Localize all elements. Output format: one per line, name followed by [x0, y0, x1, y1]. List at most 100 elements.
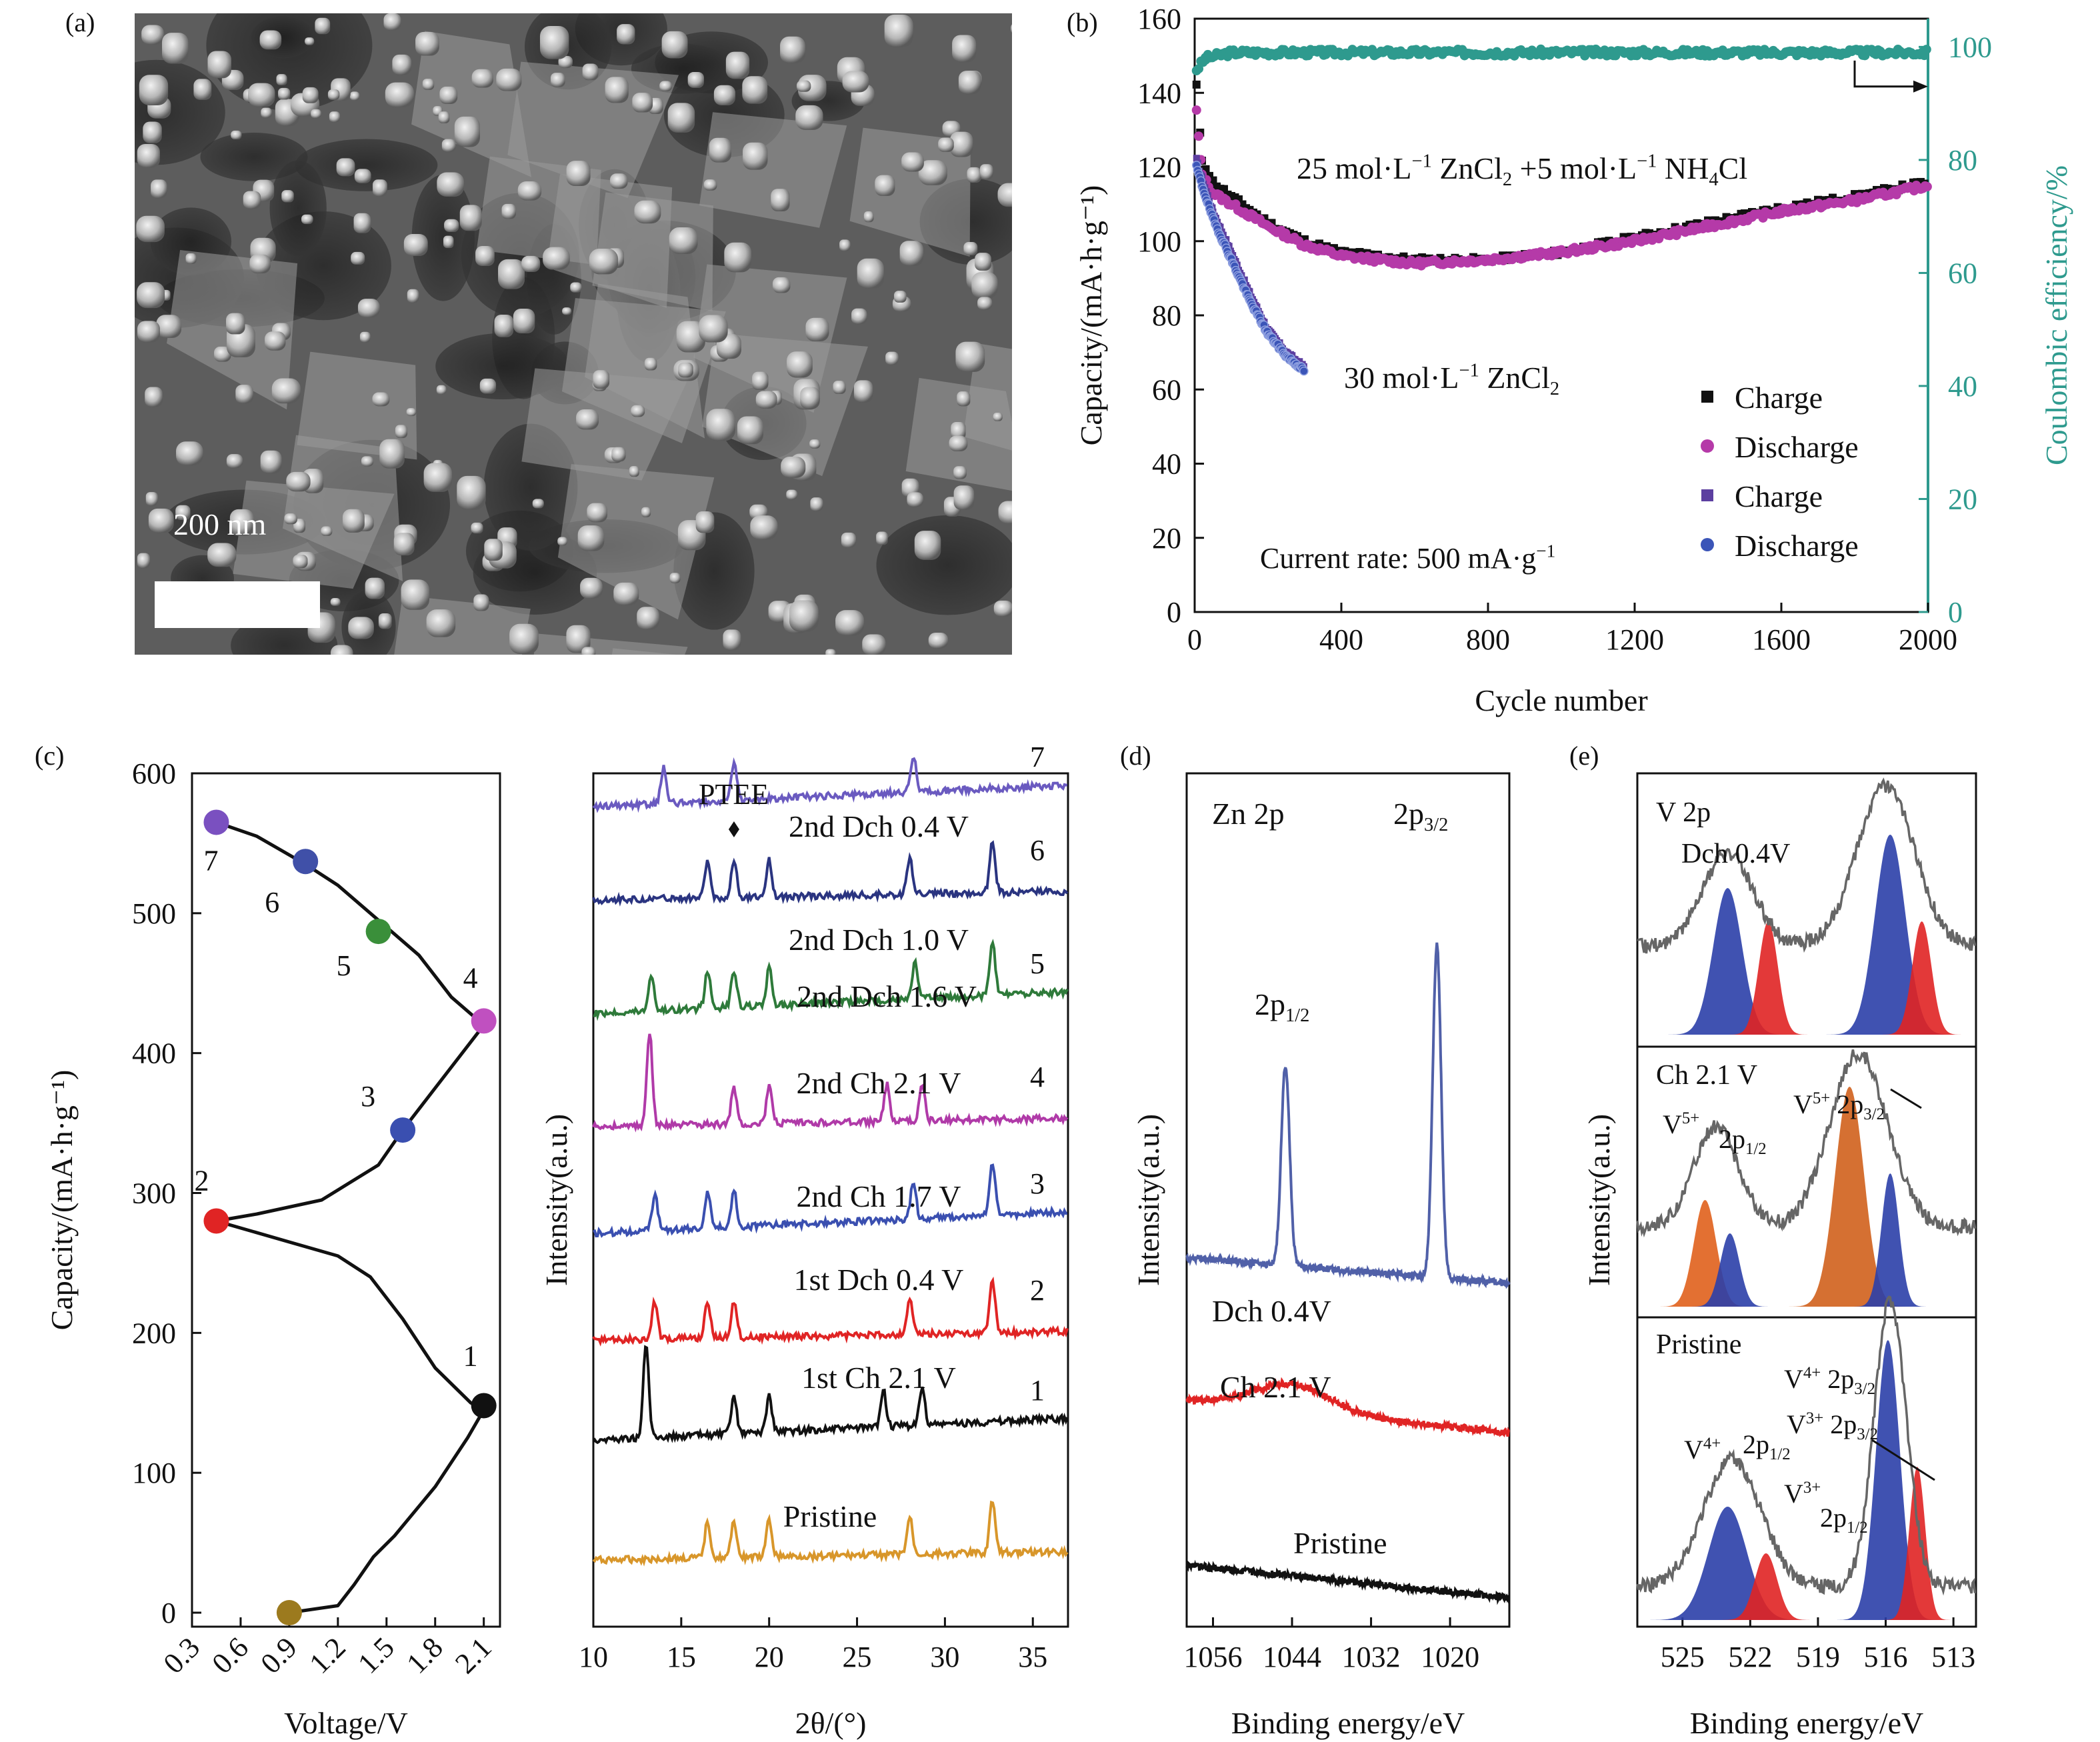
y-tick-label: 40: [1152, 448, 1181, 481]
fit-peak-orange: [1657, 1200, 1753, 1307]
trace-label-pristine: Pristine: [1293, 1526, 1387, 1560]
subpanel-peak-label-part-3: 1/2: [1847, 1519, 1868, 1537]
sem-shadow: [295, 139, 438, 191]
xrd-trace-number: 4: [1030, 1061, 1045, 1093]
plot-frame: [1185, 772, 1511, 1628]
y-tick-label: 0: [161, 1597, 176, 1629]
charge1-point: [1209, 176, 1217, 185]
sem-particle: [632, 93, 653, 113]
fit-peak-blue: [1667, 888, 1789, 1035]
electrolyte-2-label: 30 mol·L−1 ZnCl2: [1344, 361, 1559, 400]
x-tick-label: 1.5: [351, 1631, 401, 1680]
xps-raw-trace: [1637, 777, 1977, 954]
sem-particle: [137, 553, 150, 569]
sem-particle: [372, 179, 387, 197]
sem-particle: [539, 25, 569, 59]
sem-particle: [357, 299, 380, 318]
xrd-trace-number: 2: [1030, 1274, 1045, 1307]
plot-frame: [191, 772, 501, 1628]
sem-particle: [407, 289, 419, 303]
sem-particle: [805, 317, 829, 341]
x-axis-label-part-0: 2: [795, 1706, 811, 1740]
y-tick-label: 500: [132, 897, 176, 930]
sem-particle: [957, 391, 971, 407]
y-tick-label: 300: [132, 1177, 176, 1210]
sem-particle: [422, 79, 435, 90]
x-tick-label: 1200: [1605, 623, 1664, 656]
sem-particle: [863, 211, 874, 223]
x-tick-label: 525: [1661, 1641, 1705, 1673]
sem-particle: [558, 55, 573, 69]
subpanel-peak-label-part-0: V: [1784, 1364, 1803, 1394]
sem-particle: [589, 249, 619, 275]
state-point-label: 1: [463, 1339, 478, 1372]
sem-particle: [235, 385, 253, 404]
subpanel-peak-label-part-0: V: [1793, 1089, 1813, 1119]
sem-particle: [439, 86, 458, 104]
sem-particle: [248, 83, 275, 107]
panel-c-voltage-chart: 0 100 200 300 400 500 600 0.3 0.6 0.9 1.2 1.5 1.8 2.1…: [45, 757, 501, 1740]
xps-raw-trace: [1636, 1295, 1977, 1596]
sem-particle: [176, 441, 203, 466]
y-axis-label: Capacity/(mA·h·g⁻¹): [45, 1070, 79, 1331]
sem-particle: [695, 511, 715, 533]
sem-particle: [351, 251, 365, 265]
sem-particle: [841, 532, 857, 548]
sem-particle: [611, 447, 626, 462]
y-axis-label: Intensity(a.u.): [539, 1114, 573, 1286]
sem-particle: [949, 435, 968, 451]
sem-flake: [411, 31, 532, 177]
sem-particle: [581, 647, 596, 655]
sem-particle: [143, 121, 162, 143]
sem-particle: [137, 282, 165, 309]
x-tick-label: 0.3: [157, 1631, 207, 1680]
xrd-trace-label: 2nd Dch 1.0 V: [789, 923, 969, 957]
fit-peak-blue: [1825, 835, 1955, 1035]
sem-particle: [678, 362, 693, 378]
panel-d-xps-zn-chart: 1056 1044 1032 1020 Binding energy/eV Intensi…: [1131, 772, 1511, 1740]
x-axis-label-part-2: /(°): [825, 1706, 867, 1740]
x-tick-label: 1.2: [303, 1631, 352, 1680]
panel-c-xrd-chart: 10 15 20 25 30 352θ/(°)Intensity(a.u.)Pristin…: [539, 741, 1069, 1740]
sem-particle: [809, 439, 821, 449]
electrolyte-1-label-part-2: ZnCl: [1432, 151, 1503, 185]
peak-label-2p12-part-0: 2p: [1255, 987, 1285, 1021]
peak-label-2p32: 2p3/2: [1393, 797, 1448, 835]
sem-particle: [278, 87, 291, 100]
sem-particle: [723, 629, 741, 651]
x-axis-label: Voltage/V: [284, 1706, 408, 1740]
state-point: [276, 1600, 302, 1626]
x-axis-label: Cycle number: [1475, 683, 1647, 717]
sem-particle: [137, 143, 160, 168]
sem-particle: [265, 331, 286, 351]
sem-particle: [359, 331, 371, 343]
x-tick-label: 2000: [1899, 623, 1957, 656]
panel-label-a: (a): [65, 7, 95, 37]
legend: Charge Discharge Charge Discharge: [1701, 381, 1859, 563]
electrolyte-2-label-part-2: ZnCl: [1479, 361, 1550, 395]
element-title: Zn 2p: [1212, 797, 1285, 831]
xrd-trace-number: 1: [1030, 1374, 1045, 1407]
sem-particle: [582, 63, 599, 81]
fit-peak-blue: [1689, 1233, 1771, 1307]
sem-particle: [543, 247, 570, 270]
sem-particle: [348, 617, 374, 639]
y-tick-label: 80: [1152, 299, 1181, 332]
sem-particle: [498, 259, 525, 289]
state-point-label: 2: [194, 1164, 209, 1197]
sem-particle: [914, 531, 941, 560]
y-axis-label: Intensity(a.u.): [1131, 1114, 1165, 1286]
sem-particle: [327, 89, 340, 100]
series-coulombic-efficiency: [1191, 44, 1931, 76]
x-tick-label: 10: [579, 1641, 608, 1673]
x-tick-label: 0: [1187, 623, 1202, 656]
panel-label-c: (c): [35, 741, 65, 771]
sem-flake: [521, 368, 687, 481]
sem-particle: [231, 130, 242, 140]
subpanel-peak-label-part-0: V: [1663, 1109, 1682, 1139]
sem-particle: [284, 513, 297, 525]
sem-particle: [401, 579, 429, 610]
sem-particle: [703, 179, 717, 191]
sem-particle: [907, 492, 923, 507]
sem-flake: [233, 480, 395, 589]
